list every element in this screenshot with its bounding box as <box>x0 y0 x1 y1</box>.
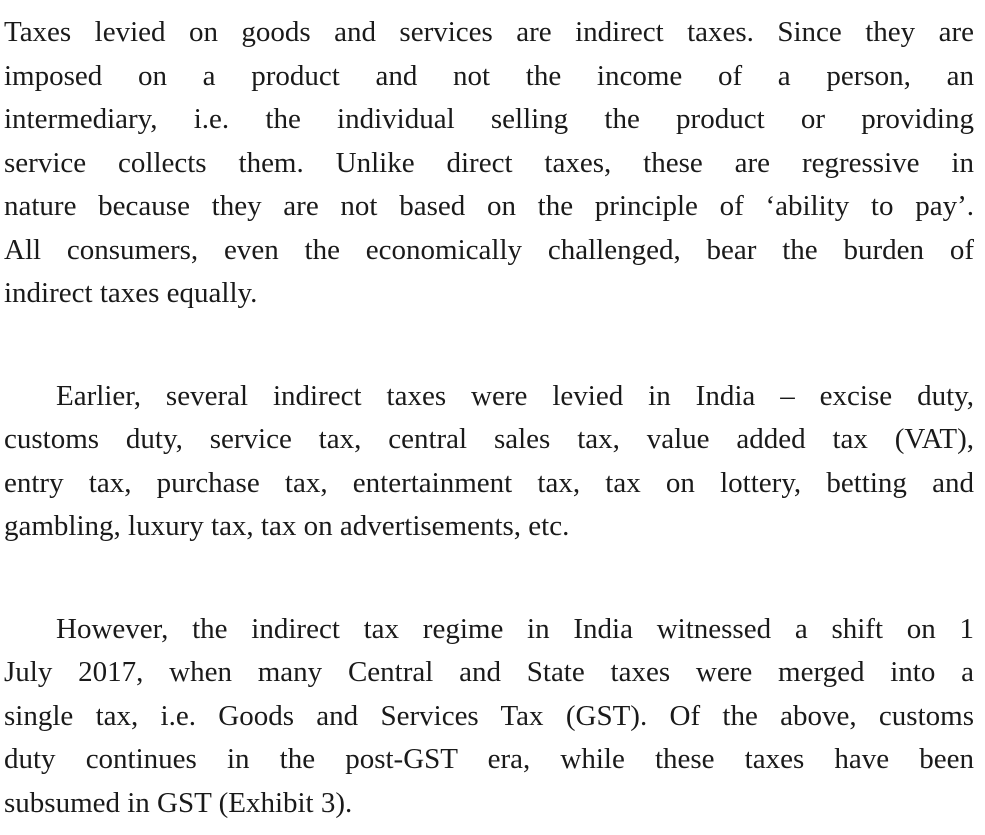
text-line: Taxes levied on goods and services are i… <box>4 16 974 48</box>
text-line: entry tax, purchase tax, entertainment t… <box>4 466 974 499</box>
text-line: imposed on a product and not the income … <box>4 59 974 92</box>
paragraph: However, the indirect tax regime in Indi… <box>4 608 974 826</box>
text-line: customs duty, service tax, central sales… <box>4 423 974 455</box>
paragraph: Taxes levied on goods and services are i… <box>4 11 974 316</box>
text-line: All consumers, even the economically cha… <box>4 233 974 266</box>
text-line: single tax, i.e. Goods and Services Tax … <box>4 699 974 732</box>
text-line: July 2017, when many Central and State t… <box>4 656 974 688</box>
paragraph: Earlier, several indirect taxes were lev… <box>4 375 974 549</box>
text-line: duty continues in the post-GST era, whil… <box>4 743 974 775</box>
text-line: Earlier, several indirect taxes were lev… <box>56 379 974 412</box>
text-line: However, the indirect tax regime in Indi… <box>56 612 974 645</box>
text-line: indirect taxes equally. <box>4 277 258 309</box>
text-line: gambling, luxury tax, tax on advertiseme… <box>4 510 570 542</box>
text-line: intermediary, i.e. the individual sellin… <box>4 103 974 135</box>
text-line: subsumed in GST (Exhibit 3). <box>4 786 353 819</box>
text-line: service collects them. Unlike direct tax… <box>4 146 974 179</box>
text-line: nature because they are not based on the… <box>4 190 974 222</box>
